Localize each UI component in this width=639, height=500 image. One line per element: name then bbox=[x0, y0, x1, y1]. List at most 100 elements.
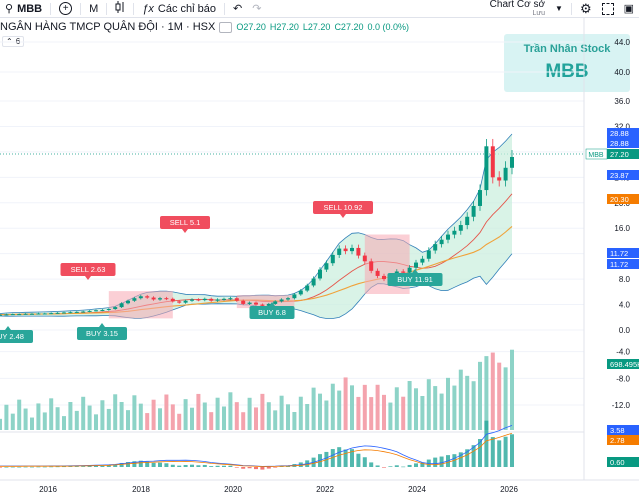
macd-histogram-bar bbox=[10, 466, 15, 468]
candle-body bbox=[382, 275, 386, 280]
interval-button[interactable]: M bbox=[84, 0, 103, 17]
candle-body bbox=[337, 248, 342, 255]
volume-bar bbox=[401, 396, 406, 430]
volume-bar bbox=[170, 404, 175, 430]
volume-bar bbox=[30, 417, 34, 430]
volume-bar bbox=[106, 408, 111, 430]
candle-body bbox=[362, 255, 367, 262]
price-label: 11.72 bbox=[610, 249, 628, 258]
volume-bar bbox=[209, 412, 214, 430]
sell-label-box bbox=[160, 216, 210, 229]
volume-bar bbox=[510, 349, 514, 430]
volume-bar bbox=[247, 397, 252, 430]
buy-label-box bbox=[0, 330, 33, 343]
price-label: 27.20 bbox=[610, 150, 629, 159]
layout-name-button[interactable]: Chart Cơ sở Lưu bbox=[485, 0, 550, 17]
candle-body bbox=[158, 298, 162, 300]
candle-body bbox=[106, 309, 111, 311]
ohlc-low: L27.20 bbox=[302, 22, 331, 32]
plus-circle-icon: + bbox=[59, 2, 73, 15]
redo-button[interactable]: ↷ bbox=[247, 0, 266, 17]
price-tick-label: -8.0 bbox=[616, 374, 630, 383]
macd-histogram-bar bbox=[484, 420, 489, 467]
undo-button[interactable]: ↶ bbox=[228, 0, 247, 17]
candle-body bbox=[151, 297, 156, 300]
macd-histogram-bar bbox=[0, 467, 2, 468]
volume-bar bbox=[202, 402, 207, 430]
camera-icon: ▣ bbox=[623, 3, 634, 15]
candle-body bbox=[234, 298, 239, 301]
candle-body bbox=[170, 298, 175, 302]
price-tick-label: 0.0 bbox=[619, 326, 631, 335]
price-tick-label: 16.0 bbox=[614, 224, 630, 233]
candle-body bbox=[471, 205, 476, 217]
macd-histogram-bar bbox=[401, 466, 406, 468]
macd-histogram-bar bbox=[49, 466, 54, 468]
candle-body bbox=[439, 239, 444, 245]
divider bbox=[570, 2, 572, 15]
macd-histogram-bar bbox=[241, 467, 246, 469]
candle-body bbox=[81, 311, 86, 313]
buy-label-box bbox=[249, 306, 295, 319]
settings-button[interactable]: ⚙ bbox=[575, 0, 597, 17]
macd-histogram-bar bbox=[343, 449, 348, 467]
candle-body bbox=[17, 314, 22, 316]
candle-body bbox=[241, 300, 246, 304]
symbol-label: MBB bbox=[17, 2, 43, 15]
volume-bar bbox=[87, 405, 92, 430]
macd-histogram-bar bbox=[177, 465, 182, 467]
macd-histogram-bar bbox=[292, 464, 297, 467]
time-tick-label: 2024 bbox=[408, 485, 426, 494]
chart-type-button[interactable] bbox=[110, 0, 130, 17]
snapshot-button[interactable]: ▣ bbox=[619, 0, 639, 17]
volume-bar bbox=[10, 413, 15, 430]
series-title: NGÂN HÀNG TMCP QUÂN ĐỘI · 1M · HSX bbox=[0, 21, 216, 33]
candle-body bbox=[478, 190, 482, 206]
undo-icon: ↶ bbox=[233, 3, 243, 15]
candle-body bbox=[375, 270, 380, 276]
volume-bar bbox=[164, 394, 169, 430]
volume-bar bbox=[490, 352, 495, 430]
macd-histogram-bar bbox=[81, 466, 86, 467]
candle-body bbox=[100, 309, 105, 311]
indicators-button[interactable]: ƒx Các chỉ báo bbox=[137, 0, 221, 17]
candle-body bbox=[305, 285, 310, 291]
macd-histogram-bar bbox=[394, 465, 399, 467]
volume-bar bbox=[196, 393, 201, 430]
candle-body bbox=[356, 247, 361, 256]
price-tick-label: 28.0 bbox=[614, 148, 630, 157]
volume-bar bbox=[55, 407, 60, 430]
price-label: 20.30 bbox=[610, 195, 629, 204]
volume-bar bbox=[273, 410, 278, 430]
symbol-search[interactable]: ⚲ MBB bbox=[0, 0, 47, 17]
volume-bar bbox=[356, 396, 361, 430]
macd-histogram-bar bbox=[337, 447, 342, 467]
bollinger-band bbox=[0, 133, 513, 319]
candle-body bbox=[132, 298, 137, 301]
candle-body bbox=[465, 216, 470, 226]
candle-body bbox=[209, 298, 214, 301]
macd-line bbox=[0, 425, 513, 467]
macd-histogram-bar bbox=[503, 436, 508, 467]
candle-body bbox=[145, 296, 150, 298]
macd-histogram-bar bbox=[356, 453, 361, 467]
candle-body bbox=[510, 156, 514, 168]
macd-histogram-bar bbox=[414, 463, 418, 467]
macd-histogram-bar bbox=[151, 462, 156, 467]
fullscreen-button[interactable] bbox=[597, 0, 619, 17]
volume-bar bbox=[465, 375, 470, 430]
volume-bar bbox=[254, 407, 258, 430]
volume-bar bbox=[17, 399, 22, 430]
volume-bar bbox=[266, 402, 271, 430]
buy-label-text: BUY 2.48 bbox=[0, 332, 24, 341]
buy-label-pointer bbox=[5, 326, 11, 330]
compare-button[interactable]: + bbox=[54, 0, 77, 17]
price-label: 3.58 bbox=[610, 426, 625, 435]
divider bbox=[106, 2, 108, 15]
macd-histogram-bar bbox=[23, 466, 28, 468]
band-fill bbox=[0, 134, 512, 319]
chart-name-dropdown[interactable]: ▼ bbox=[550, 0, 568, 17]
chart-name-label: Chart Cơ sở bbox=[489, 0, 546, 10]
indicator-collapse-button[interactable]: ⌃ 6 bbox=[2, 36, 25, 47]
candle-body bbox=[202, 298, 207, 301]
